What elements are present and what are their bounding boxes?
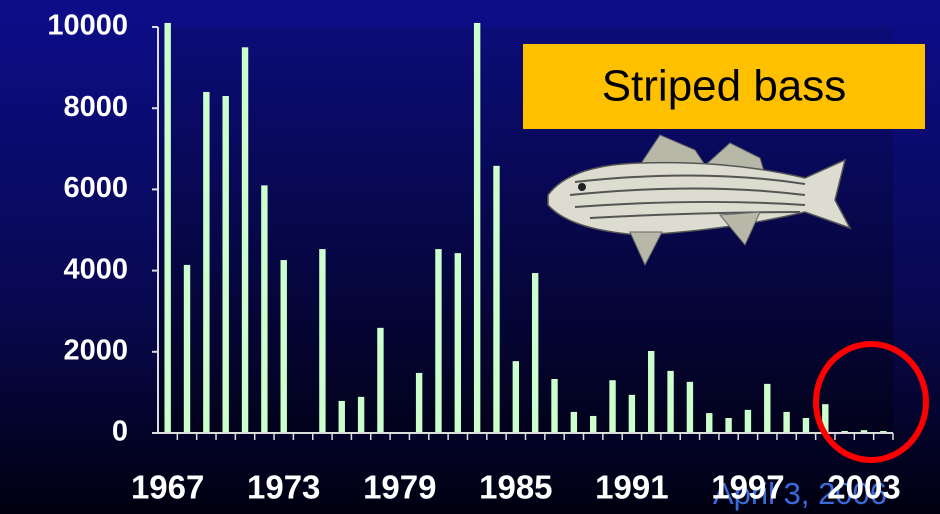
bar (184, 265, 190, 433)
y-tick-label: 4000 (63, 253, 128, 285)
bar (629, 395, 635, 433)
bar (222, 96, 228, 433)
bar (358, 397, 364, 433)
bar (764, 384, 770, 433)
bar (571, 412, 577, 433)
bar (455, 253, 461, 433)
bar (551, 379, 557, 433)
bar (474, 23, 480, 433)
bar (590, 416, 596, 433)
bar (783, 412, 789, 433)
bar (648, 351, 654, 433)
bar (339, 401, 345, 433)
y-tick-label: 8000 (63, 91, 128, 123)
bar (687, 382, 693, 433)
y-tick-label: 2000 (63, 334, 128, 366)
x-tick-label: 1991 (595, 469, 668, 506)
x-tick-label: 1985 (479, 469, 552, 506)
bar (319, 249, 325, 433)
y-tick-label: 10000 (47, 10, 128, 42)
bar (803, 418, 809, 433)
bar (281, 260, 287, 433)
bar (377, 328, 383, 433)
bar (493, 166, 499, 433)
bar (164, 23, 170, 433)
x-tick-label: 1997 (711, 469, 784, 506)
annotation: Striped bass (602, 62, 847, 111)
bar (513, 361, 519, 433)
bar (667, 371, 673, 433)
y-tick-label: 6000 (63, 172, 128, 204)
bar (532, 273, 538, 433)
x-tick-label: 1979 (363, 469, 436, 506)
bar (416, 373, 422, 433)
bar (203, 92, 209, 433)
bar (435, 249, 441, 433)
x-tick-label: 2003 (827, 469, 900, 506)
chart: Striped bass April 3, 2006 0200040006000… (0, 0, 940, 514)
x-tick-label: 1973 (247, 469, 320, 506)
bar (242, 47, 248, 433)
bar (745, 410, 751, 433)
bar (261, 185, 267, 433)
x-tick-label: 1967 (131, 469, 204, 506)
bar (725, 418, 731, 433)
y-tick-label: 0 (112, 416, 128, 448)
bar (706, 413, 712, 433)
bar (609, 380, 615, 433)
